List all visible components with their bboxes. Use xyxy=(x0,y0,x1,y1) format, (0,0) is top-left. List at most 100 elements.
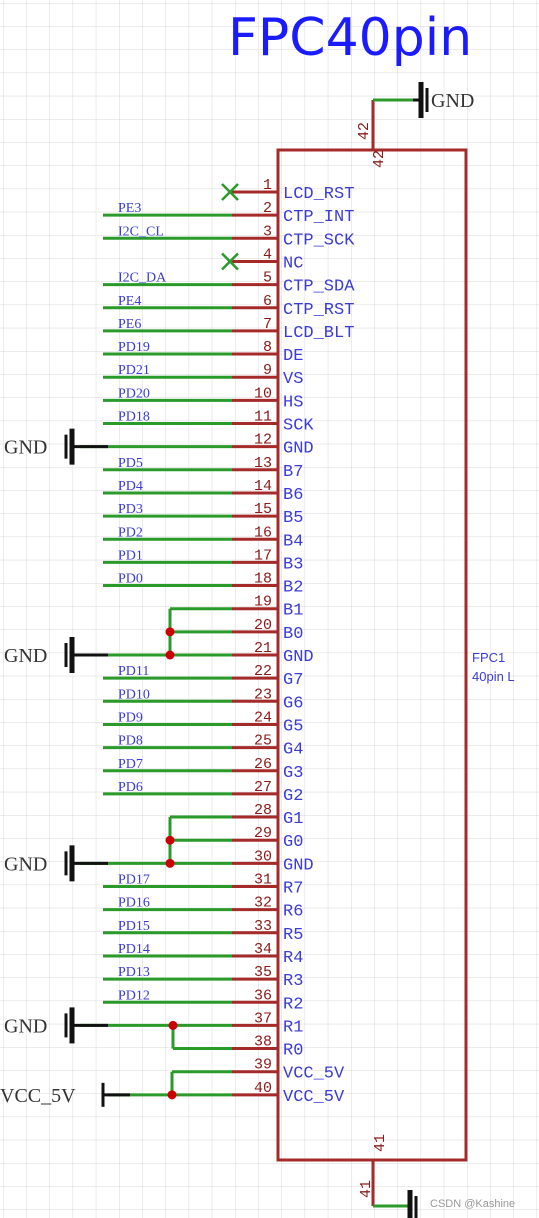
pin-7[interactable]: 7 LCD_BLT xyxy=(232,316,354,343)
pin-1[interactable]: 1 LCD_RST xyxy=(221,177,354,204)
pin-name: NC xyxy=(283,254,303,273)
pin-37[interactable]: 37 R1 xyxy=(232,1010,303,1037)
pin-number: 16 xyxy=(254,524,272,541)
pin-number: 33 xyxy=(254,918,272,935)
pin-number: 27 xyxy=(254,779,272,796)
pin-31[interactable]: 31 R7 xyxy=(232,872,303,899)
gnd-label: GND xyxy=(4,437,47,459)
net-label: PD4 xyxy=(118,479,143,494)
junction-dot xyxy=(165,627,175,637)
pin-number: 35 xyxy=(254,964,272,981)
pin-number: 34 xyxy=(254,941,272,958)
schematic-title: FPC40pin xyxy=(228,8,472,68)
net-label: PD10 xyxy=(118,687,150,702)
pin-name: CTP_SDA xyxy=(283,278,355,297)
net-label: PD3 xyxy=(118,502,143,517)
pin-12[interactable]: 12 GND xyxy=(232,432,314,459)
pin-3[interactable]: 3 CTP_SCK xyxy=(232,223,355,250)
pin-number: 29 xyxy=(254,825,272,842)
pin-name: G3 xyxy=(283,764,303,783)
net-label: PD7 xyxy=(118,757,143,772)
pin-5[interactable]: 5 CTP_SDA xyxy=(232,270,355,297)
pin-28[interactable]: 28 G1 xyxy=(232,802,303,829)
pin-name: B3 xyxy=(283,555,303,574)
pin-8[interactable]: 8 DE xyxy=(232,339,303,366)
pin-name: B7 xyxy=(283,463,303,482)
pin-2[interactable]: 2 CTP_INT xyxy=(232,200,354,227)
net-label: PD2 xyxy=(118,525,143,540)
pin-number: 22 xyxy=(254,663,272,680)
pin-15[interactable]: 15 B5 xyxy=(232,501,303,528)
pin-14[interactable]: 14 B6 xyxy=(232,478,303,505)
pin-name: B6 xyxy=(283,486,303,505)
pin-40[interactable]: 40 VCC_5V xyxy=(232,1080,345,1107)
pin-24[interactable]: 24 G5 xyxy=(232,709,303,736)
pin-number: 24 xyxy=(254,709,272,726)
pin-name: GND xyxy=(283,856,314,875)
pin-name: G5 xyxy=(283,717,303,736)
pin-number: 40 xyxy=(254,1080,272,1097)
pin-number: 10 xyxy=(254,385,272,402)
pin-number: 1 xyxy=(263,177,272,194)
pin-11[interactable]: 11 SCK xyxy=(232,409,314,436)
pin-number: 21 xyxy=(254,640,272,657)
junction-dot xyxy=(168,1020,178,1030)
pin-number: 8 xyxy=(263,339,272,356)
pin-39[interactable]: 39 VCC_5V xyxy=(232,1057,345,1084)
pin-4[interactable]: 4 NC xyxy=(221,246,303,273)
net-label: PD9 xyxy=(118,710,143,725)
pin-name: B0 xyxy=(283,625,303,644)
net-label: I2C_DA xyxy=(118,271,167,286)
net-label: PD6 xyxy=(118,780,143,795)
pin-27[interactable]: 27 G2 xyxy=(232,779,303,806)
pin-25[interactable]: 25 G4 xyxy=(232,733,303,760)
pin-34[interactable]: 34 R4 xyxy=(232,941,303,968)
pin-number: 32 xyxy=(254,895,272,912)
pin-name: CTP_SCK xyxy=(283,231,355,250)
pin-38[interactable]: 38 R0 xyxy=(232,1034,303,1061)
net-label: PE6 xyxy=(118,317,141,332)
pin-6[interactable]: 6 CTP_RST xyxy=(232,293,354,320)
pin-number-41b: 41 xyxy=(358,1180,375,1198)
no-connect-mark xyxy=(221,183,239,201)
net-label: PD0 xyxy=(118,572,143,587)
pin-17[interactable]: 17 B3 xyxy=(232,547,303,574)
pin-33[interactable]: 33 R5 xyxy=(232,918,303,945)
vcc-label: VCC_5V xyxy=(0,1085,76,1107)
pin-13[interactable]: 13 B7 xyxy=(232,455,303,482)
net-label: PD5 xyxy=(118,456,143,471)
gnd-label-top: GND xyxy=(431,90,474,112)
pin-22[interactable]: 22 G7 xyxy=(232,663,303,690)
gnd-label: GND xyxy=(4,645,47,667)
pin-number: 14 xyxy=(254,478,272,495)
pin-name: R2 xyxy=(283,995,303,1014)
pin-10[interactable]: 10 HS xyxy=(232,385,303,412)
bottom-pin-41[interactable]: 41 41 xyxy=(358,1134,408,1208)
pin-30[interactable]: 30 GND xyxy=(232,848,314,875)
pin-name: VCC_5V xyxy=(283,1065,345,1084)
pin-9[interactable]: 9 VS xyxy=(232,362,303,389)
pin-23[interactable]: 23 G6 xyxy=(232,686,303,713)
pin-26[interactable]: 26 G3 xyxy=(232,756,303,783)
pin-36[interactable]: 36 R2 xyxy=(232,987,303,1014)
pin-32[interactable]: 32 R6 xyxy=(232,895,303,922)
pin-18[interactable]: 18 B2 xyxy=(232,571,303,598)
pin-35[interactable]: 35 R3 xyxy=(232,964,303,991)
pin-number: 23 xyxy=(254,686,272,703)
net-label: PD16 xyxy=(118,896,150,911)
net-label: PE3 xyxy=(118,201,141,216)
pin-21[interactable]: 21 GND xyxy=(232,640,314,667)
pin-16[interactable]: 16 B4 xyxy=(232,524,303,551)
top-pin-42[interactable]: 42 42 xyxy=(356,98,413,168)
pin-19[interactable]: 19 B1 xyxy=(232,594,303,621)
pin-20[interactable]: 20 B0 xyxy=(232,617,303,644)
junction-dot xyxy=(165,650,175,660)
pin-name: R7 xyxy=(283,880,303,899)
pin-29[interactable]: 29 G0 xyxy=(232,825,303,852)
net-label: PD19 xyxy=(118,340,150,355)
pin-number: 25 xyxy=(254,733,272,750)
pin-name: B1 xyxy=(283,602,303,621)
gnd-label: GND xyxy=(4,853,47,875)
net-label: PD21 xyxy=(118,363,150,378)
pin-number: 3 xyxy=(263,223,272,240)
